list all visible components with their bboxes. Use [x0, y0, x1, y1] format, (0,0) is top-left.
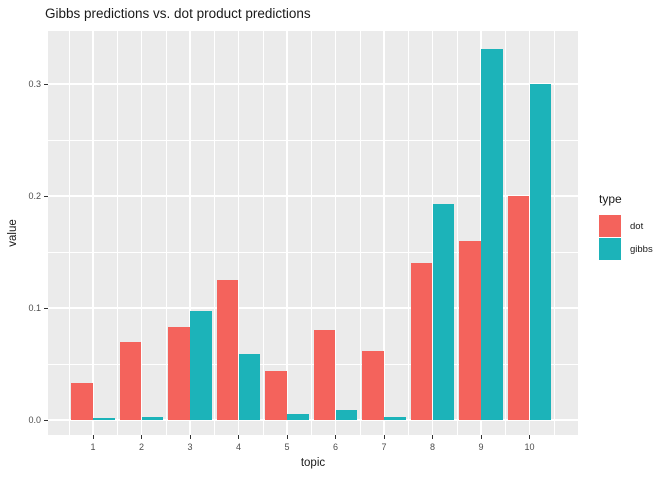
gridline-h-minor: [48, 140, 578, 141]
gridline-v-major: [480, 31, 482, 435]
y-tick-label: 0.2: [28, 191, 41, 201]
gridline-v-minor: [359, 31, 361, 435]
legend-swatch-dot: [599, 215, 621, 237]
y-tick-label: 0.0: [28, 415, 41, 425]
y-tick-mark: [44, 83, 48, 85]
x-tick-label: 4: [235, 442, 241, 452]
gridline-h-major: [48, 83, 578, 85]
y-tick-label: 0.3: [28, 79, 41, 89]
gridline-v-minor: [553, 31, 555, 435]
x-tick-mark: [286, 435, 288, 439]
x-tick-mark: [529, 435, 531, 439]
x-tick-mark: [189, 435, 191, 439]
gridline-v-major: [286, 31, 288, 435]
bar-dot-topic-8: [410, 263, 433, 420]
y-tick-label: 0.1: [28, 303, 41, 313]
gridline-v-minor: [311, 31, 313, 435]
gridline-v-minor: [165, 31, 167, 435]
gridline-v-major: [528, 31, 531, 435]
bar-gibbs-topic-4: [238, 353, 261, 420]
x-tick-mark: [141, 435, 143, 439]
gridline-h-major: [48, 419, 578, 421]
bar-dot-topic-1: [71, 383, 93, 420]
x-tick-label: 7: [381, 442, 387, 452]
bar-gibbs-topic-9: [481, 49, 503, 420]
bar-dot-topic-2: [119, 341, 142, 420]
gridline-v-major: [140, 31, 143, 435]
gridline-v-major: [383, 31, 385, 435]
bar-gibbs-topic-2: [141, 416, 164, 420]
plot-panel: [48, 31, 578, 435]
bar-dot-topic-4: [216, 280, 239, 420]
gridline-h-minor: [48, 364, 578, 365]
legend-items: dot gibbs: [599, 215, 653, 260]
y-tick-mark: [44, 419, 48, 421]
bar-gibbs-topic-5: [287, 414, 309, 420]
bar-dot-topic-6: [313, 330, 336, 420]
gridline-v-minor: [505, 31, 507, 435]
bar-gibbs-topic-8: [432, 203, 455, 420]
gridline-v-minor: [408, 31, 410, 435]
gridline-v-major: [431, 31, 434, 435]
y-tick-mark: [44, 195, 48, 197]
bar-dot-topic-9: [459, 240, 481, 420]
bar-dot-topic-10: [507, 196, 530, 420]
x-tick-mark: [432, 435, 434, 439]
x-tick-mark: [92, 435, 94, 439]
gridline-v-major: [334, 31, 337, 435]
x-tick-label: 6: [332, 442, 338, 452]
legend-title: type: [599, 192, 622, 206]
gridline-v-major: [189, 31, 191, 435]
gridline-v-minor: [214, 31, 216, 435]
legend-swatch-gibbs: [599, 238, 621, 260]
x-tick-label: 2: [138, 442, 144, 452]
bar-gibbs-topic-7: [384, 416, 406, 420]
bar-dot-topic-5: [265, 370, 287, 420]
bar-dot-topic-7: [362, 350, 384, 420]
gridline-v-minor: [262, 31, 264, 435]
gridline-v-major: [237, 31, 240, 435]
x-tick-label: 3: [187, 442, 193, 452]
legend-label-dot: dot: [630, 220, 644, 232]
x-tick-label: 10: [524, 442, 535, 452]
bar-gibbs-topic-10: [529, 84, 552, 420]
bar-dot-topic-3: [168, 327, 190, 420]
x-tick-label: 9: [478, 442, 484, 452]
gridline-v-minor: [68, 31, 70, 435]
x-tick-label: 1: [90, 442, 96, 452]
x-tick-label: 8: [429, 442, 435, 452]
legend-label-gibbs: gibbs: [630, 243, 653, 255]
x-tick-mark: [335, 435, 337, 439]
bar-gibbs-topic-6: [335, 409, 358, 420]
chart-title: Gibbs predictions vs. dot product predic…: [45, 6, 311, 21]
y-tick-mark: [44, 307, 48, 309]
bar-gibbs-topic-1: [93, 417, 115, 420]
x-axis-title: topic: [300, 457, 326, 469]
x-tick-mark: [238, 435, 240, 439]
legend: type dot gibbs: [599, 192, 653, 261]
gridline-h-major: [48, 307, 578, 309]
x-tick-mark: [383, 435, 385, 439]
legend-item-dot: dot: [599, 215, 653, 237]
gridline-v-minor: [117, 31, 119, 435]
x-tick-mark: [480, 435, 482, 439]
y-axis-title: value: [7, 219, 19, 247]
gridline-h-major: [48, 195, 578, 197]
gridline-h-minor: [48, 252, 578, 253]
bar-gibbs-topic-3: [190, 311, 212, 420]
x-tick-label: 5: [284, 442, 290, 452]
legend-item-gibbs: gibbs: [599, 238, 653, 260]
gridline-v-minor: [456, 31, 458, 435]
gridline-v-major: [92, 31, 94, 435]
